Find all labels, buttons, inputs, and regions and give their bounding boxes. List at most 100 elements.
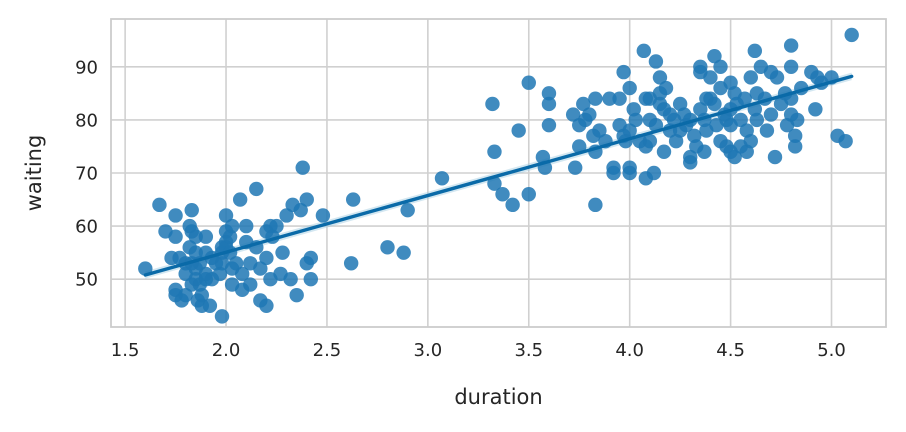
y-tick-labels: 50 60 70 80 90 xyxy=(75,57,98,290)
data-point xyxy=(188,229,203,244)
y-tick-label: 80 xyxy=(75,110,98,131)
data-point xyxy=(541,96,557,112)
data-point xyxy=(759,123,775,138)
data-point xyxy=(505,197,520,213)
data-point xyxy=(767,149,783,165)
data-point xyxy=(228,256,244,271)
y-tick-label: 50 xyxy=(75,270,98,291)
data-point xyxy=(152,197,167,213)
data-point xyxy=(749,86,765,101)
data-point xyxy=(178,287,193,303)
y-axis-label: waiting xyxy=(22,135,46,212)
data-point xyxy=(658,80,674,96)
data-point xyxy=(218,208,234,223)
data-point xyxy=(380,240,395,255)
data-point xyxy=(622,123,637,138)
data-point xyxy=(295,160,310,175)
x-tick-label: 4.5 xyxy=(716,340,745,361)
data-point xyxy=(239,218,254,234)
data-point xyxy=(396,245,411,260)
data-point xyxy=(249,181,264,197)
data-point xyxy=(652,70,668,85)
data-point xyxy=(636,43,652,59)
data-point xyxy=(541,118,557,133)
data-point xyxy=(243,277,258,292)
data-point xyxy=(602,91,617,106)
data-point xyxy=(763,107,779,122)
data-point xyxy=(400,202,415,218)
y-tick-label: 90 xyxy=(75,57,98,78)
data-point xyxy=(844,27,859,43)
data-point xyxy=(576,96,591,112)
data-point xyxy=(572,139,587,154)
data-point xyxy=(646,165,662,181)
data-point xyxy=(656,144,672,159)
data-point xyxy=(521,187,536,202)
data-point xyxy=(787,139,803,154)
data-point xyxy=(642,133,658,149)
data-point xyxy=(275,245,290,260)
data-point xyxy=(279,208,294,223)
data-point xyxy=(495,187,510,202)
x-tick-label: 3.0 xyxy=(414,340,443,361)
data-point xyxy=(703,70,718,85)
data-point xyxy=(713,59,728,74)
data-point xyxy=(592,123,607,138)
data-point xyxy=(315,208,331,223)
x-tick-label: 2.0 xyxy=(212,340,241,361)
data-point xyxy=(697,144,712,159)
data-point xyxy=(733,112,748,128)
data-point xyxy=(184,202,199,218)
data-point xyxy=(606,165,621,181)
data-point xyxy=(289,287,304,303)
data-point xyxy=(733,139,748,154)
y-tick-label: 60 xyxy=(75,217,98,238)
y-tick-label: 70 xyxy=(75,164,98,185)
data-point xyxy=(622,165,637,181)
x-tick-label: 1.5 xyxy=(111,340,140,361)
data-point xyxy=(838,133,853,149)
data-point xyxy=(521,75,536,90)
x-tick-label: 4.0 xyxy=(615,340,644,361)
data-point xyxy=(293,202,308,218)
data-point xyxy=(769,70,785,85)
data-point xyxy=(194,287,210,303)
data-point xyxy=(683,155,698,170)
data-point xyxy=(269,218,284,234)
data-point xyxy=(434,171,450,186)
data-point xyxy=(343,256,359,271)
data-point xyxy=(582,107,597,122)
data-point xyxy=(588,91,603,106)
data-point xyxy=(719,112,734,128)
data-point xyxy=(588,197,603,213)
data-point xyxy=(749,112,765,128)
data-point xyxy=(737,91,752,106)
data-point xyxy=(567,160,583,175)
data-point xyxy=(168,229,183,244)
data-point xyxy=(303,272,319,287)
data-point xyxy=(198,229,214,244)
data-point xyxy=(487,144,502,159)
data-point xyxy=(747,43,763,59)
data-point xyxy=(743,70,758,85)
data-point xyxy=(487,176,502,191)
data-point xyxy=(783,59,799,74)
data-point xyxy=(541,86,557,101)
plot-frame xyxy=(110,18,887,328)
regression-layer xyxy=(143,74,854,277)
data-point xyxy=(787,128,803,144)
data-point xyxy=(224,218,240,234)
regression-line xyxy=(143,74,854,277)
data-point xyxy=(253,261,268,276)
x-tick-label: 2.5 xyxy=(313,340,342,361)
x-tick-labels: 1.5 2.0 2.5 3.0 3.5 4.0 4.5 5.0 xyxy=(111,340,846,361)
data-point xyxy=(789,112,805,128)
data-point xyxy=(616,64,631,80)
x-tick-label: 5.0 xyxy=(817,340,846,361)
data-point xyxy=(622,80,637,96)
data-point xyxy=(648,54,664,69)
data-point xyxy=(511,123,526,138)
data-point xyxy=(303,250,319,266)
data-point xyxy=(234,266,250,282)
